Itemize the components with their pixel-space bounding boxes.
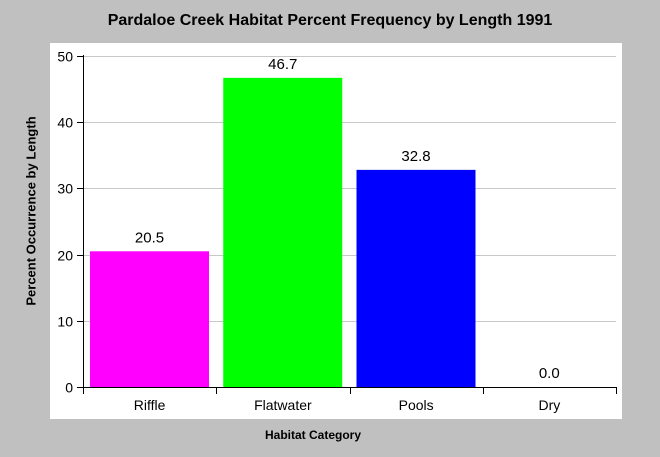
chart-title: Pardaloe Creek Habitat Percent Frequency… [107, 12, 553, 29]
labels: 0 10 20 30 40 50 20.5 Riffle 46.7 Flatwater 32.8 Po… [57, 49, 560, 414]
data-label-pools: 32.8 [401, 148, 430, 165]
bar-riffle [90, 251, 209, 387]
y-tick-label: 40 [57, 115, 73, 131]
y-tick-label: 50 [57, 49, 73, 65]
x-tick-label-flatwater: Flatwater [254, 397, 312, 413]
bar-flatwater [223, 77, 343, 387]
data-label-flatwater: 46.7 [268, 56, 297, 73]
axes [77, 55, 617, 394]
bars [90, 77, 476, 387]
data-label-dry: 0.0 [539, 365, 560, 382]
x-tick-label-dry: Dry [538, 397, 560, 413]
y-tick-label: 20 [57, 248, 73, 264]
data-label-riffle: 20.5 [135, 229, 164, 246]
x-tick-label-riffle: Riffle [134, 397, 166, 413]
x-tick-label-pools: Pools [399, 397, 434, 413]
bar-pools [356, 169, 476, 387]
y-tick-label: 30 [57, 181, 73, 197]
y-tick-label: 10 [57, 314, 73, 330]
x-axis-label: Habitat Category [264, 428, 362, 442]
y-tick-label: 0 [65, 380, 73, 396]
